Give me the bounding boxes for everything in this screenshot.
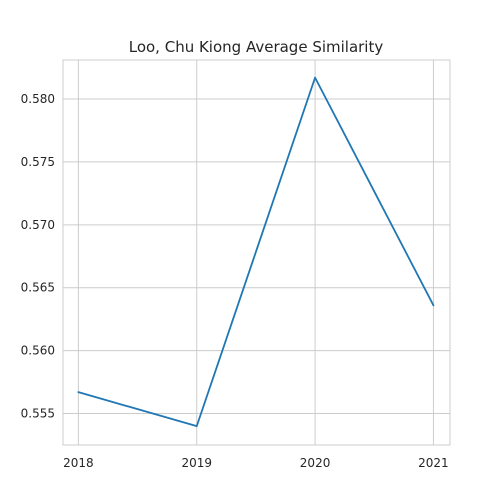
y-axis-ticks: 0.555 0.560 0.565 0.570 0.575 0.580 (21, 92, 55, 421)
chart-title: Loo, Chu Kiong Average Similarity (129, 38, 384, 56)
y-tick-label: 0.570 (21, 218, 55, 232)
x-tick-label: 2018 (63, 456, 94, 470)
y-tick-label: 0.575 (21, 155, 55, 169)
y-tick-label: 0.555 (21, 407, 55, 421)
y-tick-label: 0.580 (21, 92, 55, 106)
series-layer (77, 76, 435, 428)
plot-area (62, 59, 451, 446)
grid (63, 60, 450, 445)
x-tick-label: 2019 (181, 456, 212, 470)
y-tick-label: 0.560 (21, 344, 55, 358)
series-line (77, 76, 435, 428)
x-axis-ticks: 2018 2019 2020 2021 (63, 456, 449, 470)
x-tick-label: 2020 (300, 456, 331, 470)
x-tick-label: 2021 (418, 456, 449, 470)
y-tick-label: 0.565 (21, 281, 55, 295)
